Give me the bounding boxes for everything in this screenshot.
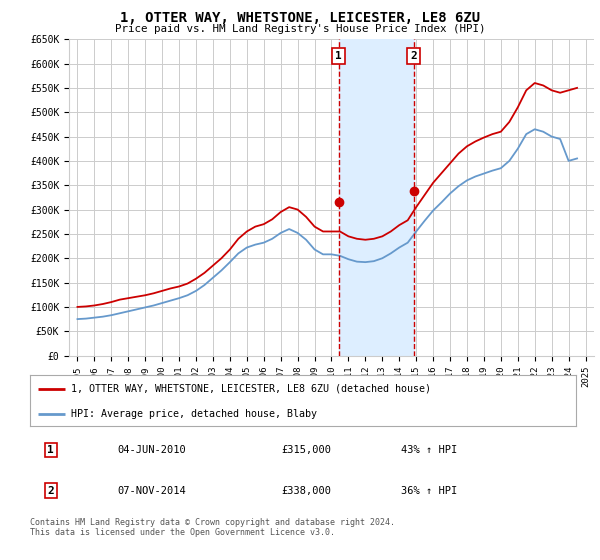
Text: 04-JUN-2010: 04-JUN-2010 <box>118 445 186 455</box>
Text: 1, OTTER WAY, WHETSTONE, LEICESTER, LE8 6ZU (detached house): 1, OTTER WAY, WHETSTONE, LEICESTER, LE8 … <box>71 384 431 394</box>
Text: 1, OTTER WAY, WHETSTONE, LEICESTER, LE8 6ZU: 1, OTTER WAY, WHETSTONE, LEICESTER, LE8 … <box>120 11 480 25</box>
Text: 2: 2 <box>410 51 417 61</box>
Text: 1: 1 <box>335 51 342 61</box>
Text: 1: 1 <box>47 445 54 455</box>
Text: £315,000: £315,000 <box>281 445 331 455</box>
Text: Contains HM Land Registry data © Crown copyright and database right 2024.
This d: Contains HM Land Registry data © Crown c… <box>30 518 395 538</box>
Bar <box>338 39 413 356</box>
Text: 2: 2 <box>47 486 54 496</box>
Text: HPI: Average price, detached house, Blaby: HPI: Average price, detached house, Blab… <box>71 408 317 418</box>
Text: 36% ↑ HPI: 36% ↑ HPI <box>401 486 458 496</box>
Text: 07-NOV-2014: 07-NOV-2014 <box>118 486 186 496</box>
Text: £338,000: £338,000 <box>281 486 331 496</box>
Text: Price paid vs. HM Land Registry's House Price Index (HPI): Price paid vs. HM Land Registry's House … <box>115 24 485 34</box>
Text: 43% ↑ HPI: 43% ↑ HPI <box>401 445 458 455</box>
